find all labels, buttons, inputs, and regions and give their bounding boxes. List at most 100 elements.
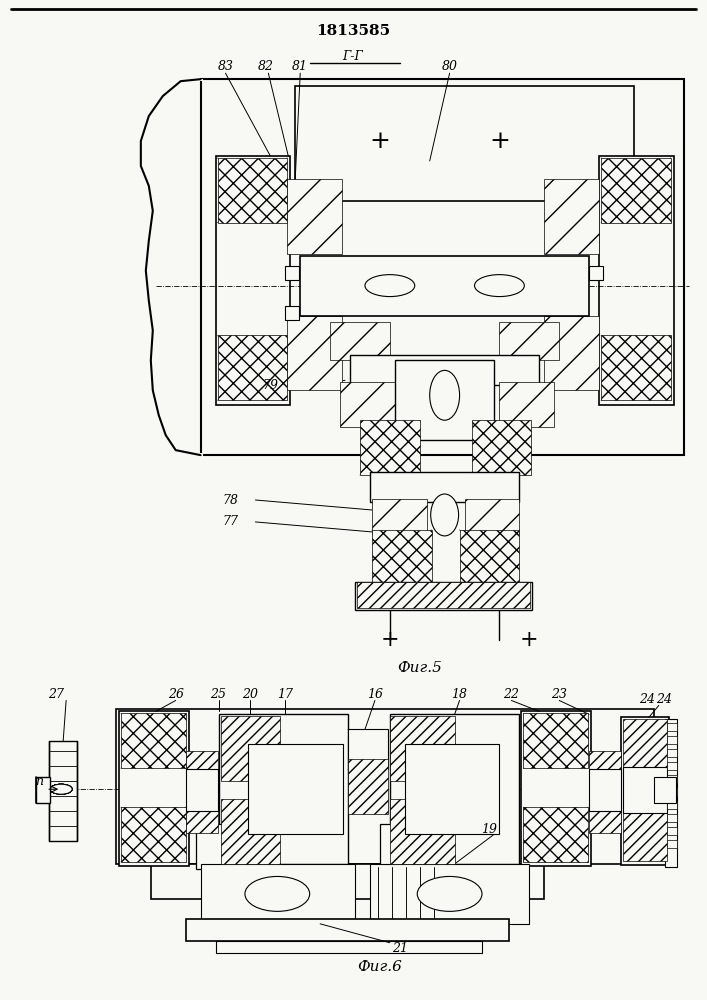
Ellipse shape (431, 494, 459, 536)
Text: 17: 17 (277, 688, 293, 701)
Text: +: + (520, 629, 539, 651)
Text: 25: 25 (211, 688, 226, 701)
Bar (472, 420, 531, 475)
Bar (667, 827, 677, 835)
Text: 80: 80 (442, 60, 457, 73)
Bar (196, 824, 265, 869)
Text: 79: 79 (262, 379, 279, 392)
Text: +: + (380, 629, 399, 651)
Bar (665, 719, 677, 867)
Ellipse shape (430, 370, 460, 420)
Bar (370, 864, 530, 924)
Bar (218, 714, 348, 864)
Bar (151, 864, 544, 899)
Ellipse shape (50, 784, 72, 794)
Bar (357, 582, 530, 608)
Bar (201, 79, 684, 455)
Bar (348, 729, 388, 769)
Text: Фиг.5: Фиг.5 (397, 661, 442, 675)
Bar (285, 266, 299, 280)
Ellipse shape (365, 275, 415, 297)
Bar (589, 266, 603, 280)
Bar (390, 799, 455, 864)
Bar (186, 811, 218, 833)
Bar (186, 919, 509, 941)
Ellipse shape (50, 784, 72, 794)
Bar (101, 79, 203, 81)
Bar (350, 355, 539, 385)
Bar (667, 762, 677, 770)
Text: 1813585: 1813585 (316, 24, 390, 38)
Bar (667, 814, 677, 822)
Bar (49, 741, 77, 841)
Bar (201, 864, 355, 924)
Bar (405, 744, 499, 834)
Bar (300, 256, 589, 316)
Bar (390, 714, 520, 864)
Bar (287, 316, 342, 390)
Bar (654, 777, 676, 803)
Bar (460, 530, 520, 585)
Bar (330, 322, 390, 360)
Bar (221, 799, 280, 864)
Text: 77: 77 (223, 515, 238, 528)
Bar (216, 941, 482, 953)
Bar (667, 749, 677, 757)
Ellipse shape (417, 876, 482, 911)
Text: 82: 82 (257, 60, 274, 73)
Ellipse shape (50, 784, 72, 794)
Bar (370, 472, 520, 502)
Bar (372, 499, 427, 534)
Bar (360, 420, 420, 475)
Text: 19: 19 (481, 823, 498, 836)
Bar (380, 824, 450, 869)
Bar (216, 156, 291, 405)
Bar (667, 736, 677, 744)
Text: +: + (489, 129, 510, 152)
Bar (119, 711, 189, 866)
Bar (544, 316, 599, 390)
Ellipse shape (50, 784, 72, 794)
Bar (296, 86, 634, 201)
Bar (348, 759, 388, 814)
Bar (116, 709, 654, 864)
Text: 81: 81 (292, 60, 308, 73)
Bar (186, 769, 218, 811)
Bar (121, 713, 186, 768)
Bar (395, 360, 494, 440)
Bar (623, 719, 667, 769)
Text: n: n (35, 775, 43, 788)
Bar (523, 713, 588, 768)
Ellipse shape (50, 784, 72, 794)
Bar (589, 769, 621, 811)
Bar (218, 158, 287, 223)
Bar (667, 775, 677, 783)
Text: Г-Г: Г-Г (343, 50, 363, 63)
Ellipse shape (50, 784, 72, 794)
Ellipse shape (245, 876, 310, 911)
Bar (121, 807, 186, 862)
Bar (544, 179, 599, 254)
Bar (285, 306, 299, 320)
Bar (599, 156, 674, 405)
Bar (601, 335, 671, 400)
Bar (589, 811, 621, 833)
Text: +: + (370, 129, 390, 152)
Bar (621, 717, 669, 865)
Bar (372, 530, 432, 585)
Bar (464, 499, 520, 534)
Bar (248, 744, 343, 834)
Bar (355, 582, 532, 610)
Bar (340, 382, 395, 427)
Bar (287, 179, 342, 254)
Text: 16: 16 (367, 688, 383, 701)
Text: Фиг.6: Фиг.6 (358, 960, 402, 974)
Bar (667, 788, 677, 796)
Bar (667, 801, 677, 809)
Bar (523, 807, 588, 862)
Bar (667, 723, 677, 731)
Bar (499, 382, 554, 427)
Text: 22: 22 (503, 688, 520, 701)
Text: 18: 18 (452, 688, 467, 701)
Text: 24: 24 (656, 693, 672, 706)
